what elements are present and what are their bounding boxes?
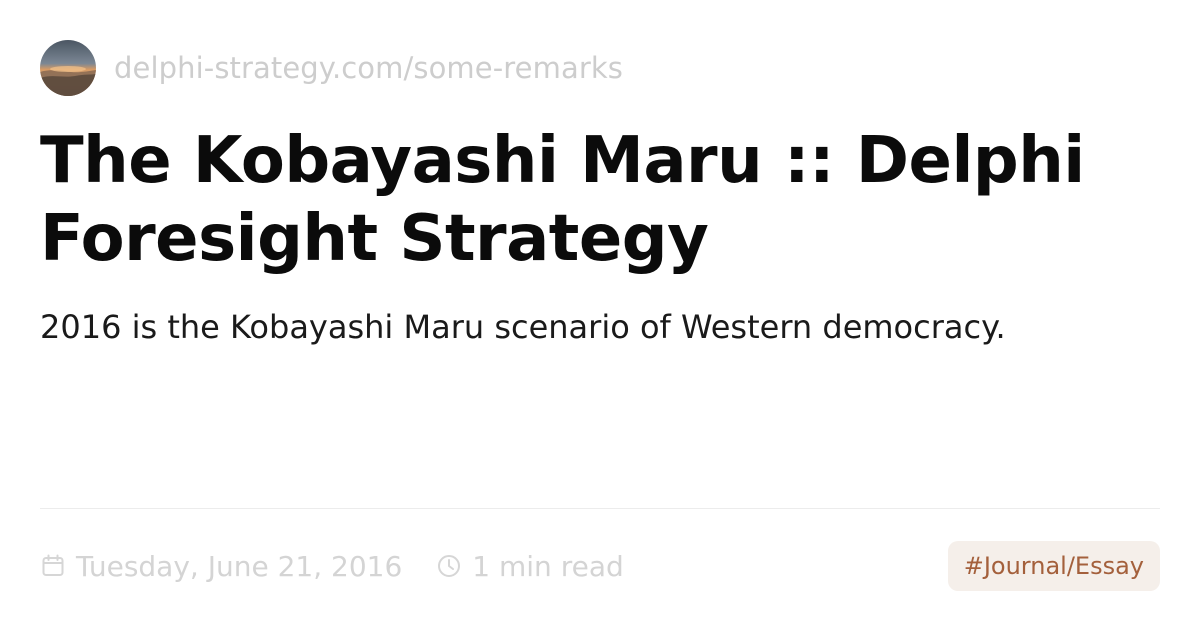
tag-badge[interactable]: #Journal/Essay bbox=[947, 541, 1160, 591]
publish-date: Tuesday, June 21, 2016 bbox=[40, 550, 402, 583]
calendar-icon bbox=[40, 553, 66, 579]
site-header: delphi-strategy.com/some-remarks bbox=[40, 40, 623, 96]
source-url[interactable]: delphi-strategy.com/some-remarks bbox=[114, 51, 623, 85]
read-time-text: 1 min read bbox=[472, 549, 624, 583]
publish-date-text: Tuesday, June 21, 2016 bbox=[76, 549, 403, 583]
clock-icon bbox=[436, 553, 462, 579]
article-description: 2016 is the Kobayashi Maru scenario of W… bbox=[40, 308, 1006, 346]
landscape-avatar-icon bbox=[40, 40, 96, 96]
read-time: 1 min read bbox=[436, 549, 624, 583]
section-divider bbox=[40, 508, 1160, 509]
article-meta: Tuesday, June 21, 2016 1 min read bbox=[40, 546, 624, 586]
article-title[interactable]: The Kobayashi Maru :: Delphi Foresight S… bbox=[40, 124, 1085, 276]
